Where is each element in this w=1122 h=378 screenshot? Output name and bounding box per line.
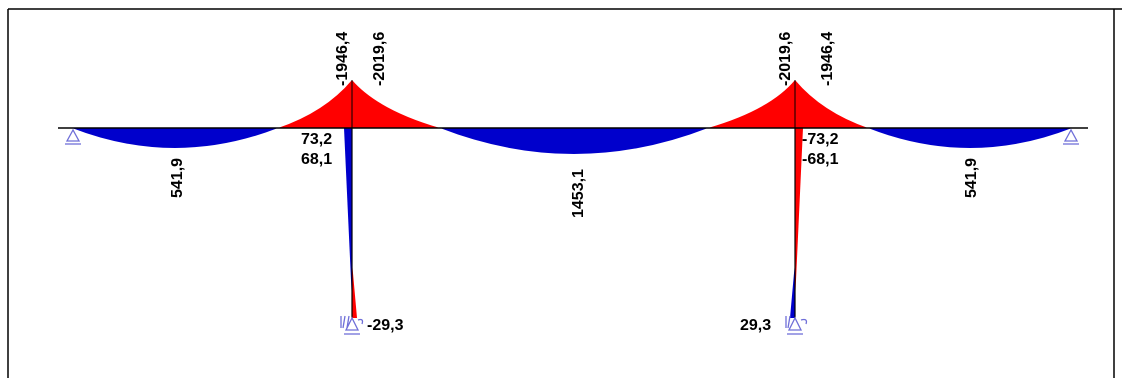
column1-top-label-b: 68,1 bbox=[301, 151, 332, 168]
support1-right-label: -2019,6 bbox=[371, 32, 388, 86]
column2-top-label-a: -73,2 bbox=[802, 131, 839, 148]
support1-negative-area bbox=[278, 80, 440, 128]
column1-positive-area bbox=[344, 128, 352, 302]
triangle-pin-support-icon bbox=[65, 128, 81, 145]
column2-base-label: 29,3 bbox=[740, 317, 771, 334]
column2-top-label-b: -68,1 bbox=[802, 151, 839, 168]
fixed-spring-support-icon bbox=[785, 315, 808, 335]
support2-left-label: -2019,6 bbox=[777, 32, 794, 86]
span1-mid-label: 541,9 bbox=[169, 158, 186, 198]
fixed-spring-support-icon bbox=[340, 315, 364, 335]
column1-base-label: -29,3 bbox=[367, 317, 404, 334]
span2-positive-area bbox=[440, 128, 708, 154]
span1-positive-area bbox=[72, 128, 278, 148]
span3-positive-area bbox=[868, 128, 1072, 148]
support2-right-label: -1946,4 bbox=[819, 32, 836, 86]
column2-negative-area bbox=[795, 128, 803, 302]
column1-negative-area bbox=[352, 262, 357, 318]
span3-mid-label: 541,9 bbox=[963, 158, 980, 198]
support2-negative-area bbox=[708, 80, 868, 128]
span2-mid-label: 1453,1 bbox=[570, 169, 587, 218]
column2-positive-area bbox=[790, 262, 795, 318]
support1-left-label: -1946,4 bbox=[334, 32, 351, 86]
column1-top-label-a: 73,2 bbox=[301, 131, 332, 148]
triangle-pin-support-icon bbox=[1063, 128, 1079, 145]
